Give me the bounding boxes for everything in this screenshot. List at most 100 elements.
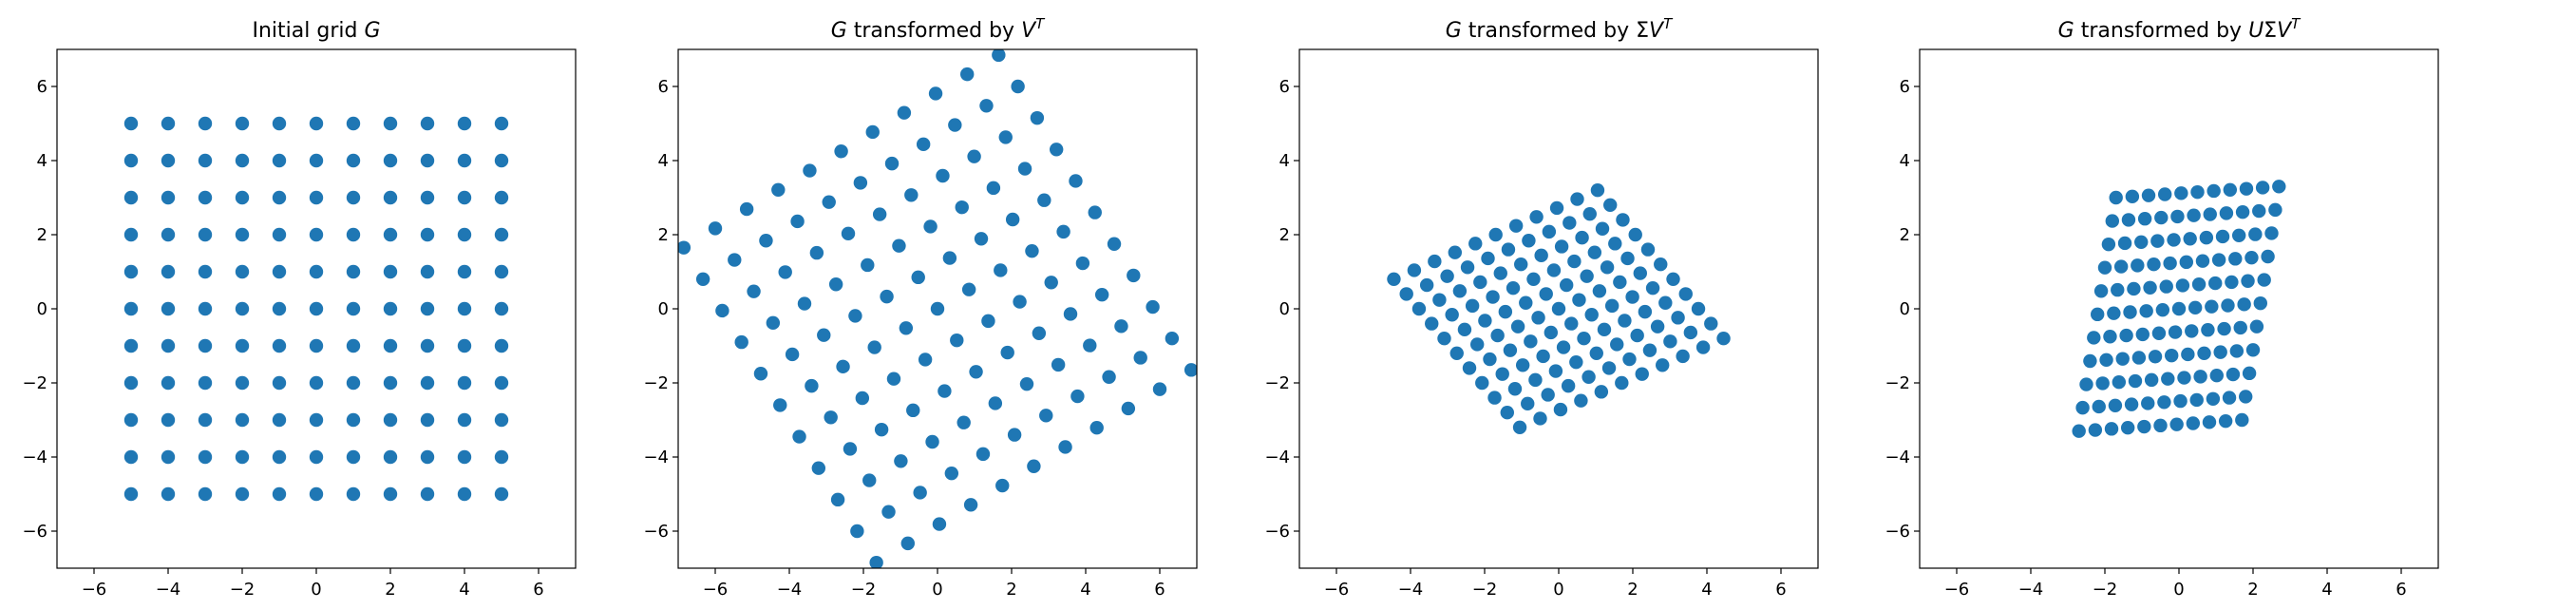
scatter-point [1650, 319, 1665, 334]
scatter-point [1695, 340, 1711, 354]
scatter-point [198, 449, 213, 465]
scatter-point [1056, 224, 1070, 239]
scatter-point [2153, 418, 2168, 433]
scatter-point [1088, 205, 1102, 219]
x-tick-label: 4 [1701, 580, 1712, 600]
scatter-point [1025, 243, 1039, 258]
scatter-point [1094, 287, 1109, 302]
x-tick-label: −4 [2018, 580, 2044, 600]
scatter-point [809, 245, 824, 260]
scatter-point [848, 309, 862, 323]
scatter-point [346, 412, 361, 428]
scatter-point [828, 277, 843, 292]
scatter-point [1058, 440, 1072, 454]
scatter-point [272, 264, 287, 279]
y-tick-label: −6 [1264, 522, 1290, 542]
scatter-point [2137, 419, 2151, 434]
scatter-point [2134, 235, 2149, 249]
y-tick-label: −6 [643, 522, 669, 542]
scatter-point [2163, 256, 2177, 271]
scatter-point [272, 190, 287, 205]
scatter-point [1600, 260, 1615, 275]
scatter-point [913, 486, 927, 500]
scatter-point [1165, 332, 1180, 346]
y-tick-label: −6 [1885, 522, 1910, 542]
scatter-point [1457, 322, 1472, 337]
scatter-point [383, 338, 398, 353]
scatter-point [1671, 311, 1685, 325]
scatter-point [2127, 281, 2141, 296]
scatter-point [1114, 319, 1128, 334]
scatter-point [2112, 375, 2127, 390]
scatter-point [1007, 428, 1022, 442]
scatter-point [161, 412, 176, 428]
x-tick-label: −6 [703, 580, 729, 600]
scatter-point [1539, 287, 1553, 301]
scatter-point [728, 253, 742, 267]
scatter-point [1615, 375, 1629, 391]
scatter-point [2128, 373, 2143, 389]
scatter-point [1487, 391, 1502, 405]
scatter-point [198, 338, 213, 353]
scatter-point [2233, 320, 2247, 335]
x-tick-label: 2 [1627, 580, 1638, 600]
scatter-point [2245, 343, 2261, 357]
scatter-point [1601, 361, 1617, 375]
scatter-point [1533, 411, 1547, 426]
scatter-point [747, 284, 761, 298]
scatter-point [161, 449, 176, 465]
scatter-point [161, 227, 176, 242]
scatter-point [981, 314, 995, 329]
scatter-point [975, 447, 991, 462]
scatter-point [1432, 293, 1447, 307]
scatter-point [2107, 306, 2121, 320]
scatter-point [1654, 257, 1668, 272]
scatter-point [2226, 367, 2241, 382]
scatter-point [198, 486, 213, 502]
scatter-point [2143, 280, 2157, 295]
scatter-point [2168, 325, 2183, 339]
scatter-point [161, 301, 176, 316]
scatter-point [2219, 206, 2234, 220]
scatter-point [1121, 401, 1136, 416]
scatter-point [309, 301, 324, 316]
scatter-point [1716, 332, 1731, 346]
scatter-point [1146, 299, 1160, 315]
y-tick-label: 6 [37, 77, 47, 97]
scatter-point [420, 227, 435, 242]
scatter-point [2203, 207, 2217, 221]
scatter-point [1419, 277, 1434, 293]
scatter-point [2154, 210, 2169, 225]
scatter-point [457, 486, 472, 502]
scatter-point [916, 137, 931, 152]
scatter-point [235, 301, 250, 316]
scatter-point [494, 227, 509, 242]
scatter-point [2075, 400, 2090, 415]
scatter-point [494, 375, 509, 391]
x-tick-label: 0 [311, 580, 321, 600]
scatter-point [785, 347, 800, 362]
scatter-point [2191, 277, 2207, 292]
scatter-point [894, 454, 908, 468]
scatter-point [944, 466, 959, 481]
scatter-point [955, 200, 969, 215]
scatter-point [1500, 406, 1514, 420]
scatter-point [272, 375, 287, 391]
scatter-point [2125, 189, 2140, 204]
x-tick-label: 6 [1775, 580, 1786, 600]
scatter-point [309, 338, 324, 353]
scatter-point [1546, 263, 1562, 277]
scatter-point [759, 234, 773, 248]
scatter-point [2217, 321, 2231, 336]
scatter-point [2231, 228, 2246, 242]
scatter-point [235, 116, 250, 131]
scatter-point [272, 412, 287, 428]
scatter-point [824, 410, 838, 425]
scatter-point [1051, 357, 1066, 372]
scatter-point [494, 116, 509, 131]
scatter-point [1645, 280, 1660, 295]
scatter-point [1536, 349, 1550, 364]
scatter-point [678, 240, 691, 255]
panel-title: G transformed by UΣVT [2058, 15, 2301, 43]
scatter-point [2209, 369, 2224, 383]
